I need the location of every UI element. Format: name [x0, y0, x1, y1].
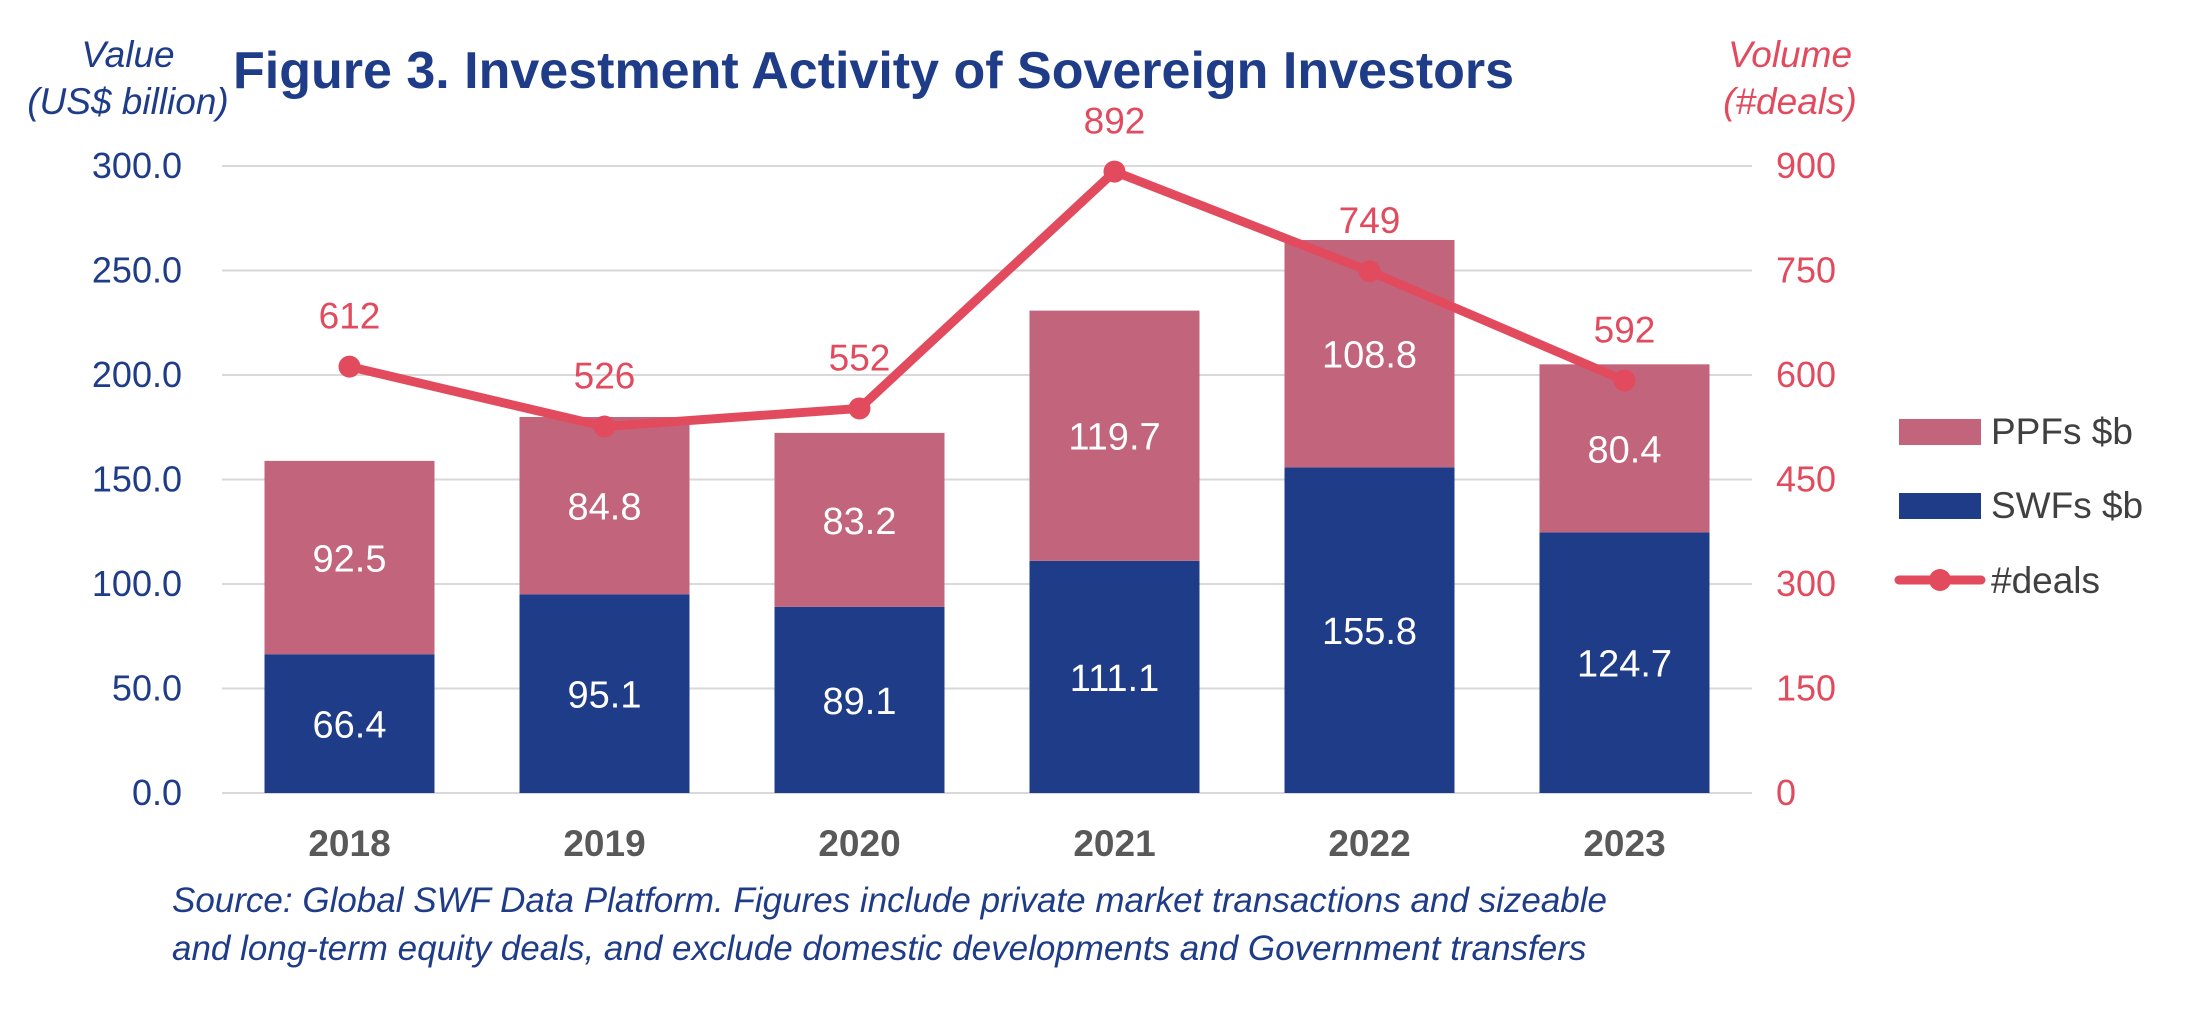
deals-point: [848, 397, 871, 420]
legend-label-deals: #deals: [1991, 560, 2100, 601]
right-axis-tick-label: 300: [1776, 563, 1836, 604]
bar-swf: [519, 594, 690, 793]
data-label-ppf: 80.4: [1588, 429, 1662, 471]
right-axis-title-line1: Volume: [1728, 34, 1852, 75]
data-label-swf: 155.8: [1322, 611, 1417, 653]
data-labels: 66.4 92.5 95.1 84.8 89.1 83.2 111.1 119.7 155.8 1…: [313, 101, 1673, 747]
bar-swf: [1539, 532, 1710, 793]
deals-point: [1613, 369, 1636, 392]
axes: 0.0 0 50.0 150 100.0 300 150.0 450 200.0 600 250.0…: [92, 145, 1836, 864]
right-axis-tick-label: 600: [1776, 354, 1836, 395]
deals-point: [593, 415, 616, 438]
bar-swf: [774, 606, 945, 793]
gridlines: [222, 165, 1752, 794]
bars: [264, 239, 1710, 793]
data-label-ppf: 108.8: [1322, 335, 1417, 377]
x-axis-tick-label: 2018: [308, 823, 390, 864]
bar-ppf: [1029, 310, 1200, 561]
bar-ppf: [264, 460, 435, 655]
deals-point: [1358, 260, 1381, 283]
right-axis-tick-label: 900: [1776, 145, 1836, 186]
right-axis-tick-label: 150: [1776, 668, 1836, 709]
deals-point: [338, 355, 361, 378]
data-label-swf: 124.7: [1577, 644, 1672, 686]
right-axis-tick-label: 0: [1776, 772, 1796, 813]
data-label-deals: 552: [829, 337, 891, 378]
deals-line: [338, 160, 1636, 438]
deals-series-line: [348, 167, 1627, 432]
deals-point: [1103, 160, 1126, 183]
data-label-swf: 111.1: [1070, 658, 1159, 700]
data-label-swf: 95.1: [568, 675, 642, 717]
right-axis-tick-label: 750: [1776, 250, 1836, 291]
data-label-ppf: 84.8: [568, 487, 642, 529]
bar-ppf: [1539, 364, 1710, 533]
left-axis-tick-label: 150.0: [92, 459, 182, 500]
legend-swatch-ppf: [1899, 419, 1981, 445]
left-axis-title-line1: Value: [81, 34, 174, 75]
x-axis-tick-label: 2021: [1073, 823, 1155, 864]
data-label-swf: 89.1: [823, 681, 897, 723]
x-axis-tick-label: 2019: [563, 823, 645, 864]
left-axis-tick-label: 250.0: [92, 250, 182, 291]
bar-ppf: [519, 417, 690, 595]
data-label-deals: 612: [319, 296, 381, 337]
bar-swf: [1284, 467, 1455, 793]
bar-swf: [1029, 560, 1200, 793]
data-label-deals: 526: [574, 356, 636, 397]
legend-label-ppf: PPFs $b: [1991, 411, 2133, 452]
legend-label-swf: SWFs $b: [1991, 485, 2143, 526]
legend-marker-deals: [1929, 569, 1951, 591]
left-axis-tick-label: 50.0: [112, 668, 182, 709]
x-axis-tick-label: 2023: [1583, 823, 1665, 864]
bar-swf: [264, 654, 435, 793]
legend-swatch-swf: [1899, 493, 1981, 519]
left-axis-tick-label: 300.0: [92, 145, 182, 186]
bar-ppf: [774, 432, 945, 607]
source-note-line1: Source: Global SWF Data Platform. Figure…: [172, 881, 1607, 920]
left-axis-tick-label: 100.0: [92, 563, 182, 604]
legend: PPFs $b SWFs $b #deals: [1894, 411, 2143, 601]
left-axis-tick-label: 200.0: [92, 354, 182, 395]
left-axis-tick-label: 0.0: [132, 772, 182, 813]
chart-title: Figure 3. Investment Activity of Soverei…: [233, 42, 1514, 100]
data-label-deals: 592: [1594, 310, 1656, 351]
data-label-deals: 749: [1339, 200, 1401, 241]
right-axis-tick-label: 450: [1776, 459, 1836, 500]
data-label-swf: 66.4: [313, 705, 387, 747]
x-axis-tick-label: 2020: [818, 823, 900, 864]
left-axis-title-line2: (US$ billion): [27, 81, 229, 122]
source-note-line2: and long-term equity deals, and exclude …: [172, 929, 1586, 968]
data-label-deals: 892: [1084, 101, 1146, 142]
data-label-ppf: 92.5: [313, 539, 387, 581]
data-label-ppf: 119.7: [1068, 417, 1160, 459]
right-axis-title-line2: (#deals): [1723, 81, 1857, 122]
x-axis-tick-label: 2022: [1328, 823, 1410, 864]
data-label-ppf: 83.2: [823, 501, 897, 543]
